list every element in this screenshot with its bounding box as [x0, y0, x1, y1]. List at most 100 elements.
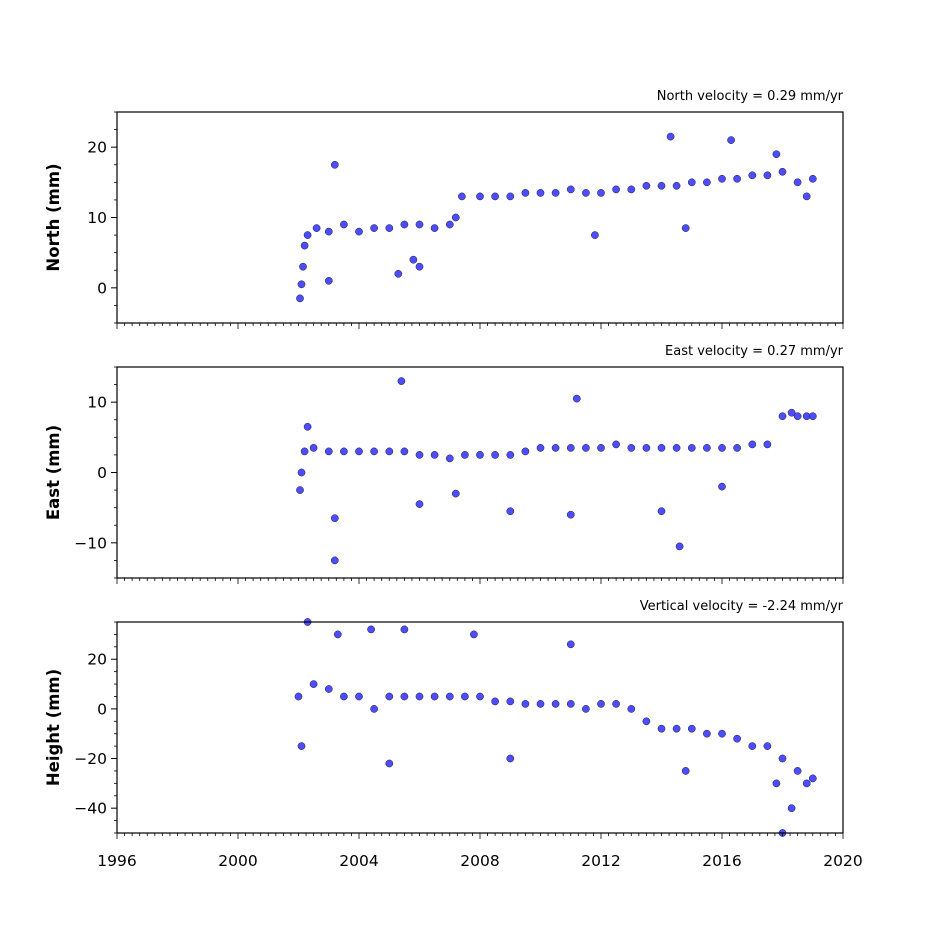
x-tick-label: 1996	[97, 852, 136, 870]
east-data-point	[566, 444, 575, 452]
height-data-point	[763, 742, 772, 750]
north-data-point	[521, 189, 530, 197]
north-data-point	[409, 255, 418, 264]
height-data-point	[294, 692, 303, 701]
height-data-point	[521, 700, 530, 708]
east-data-point	[445, 454, 454, 463]
east-data-point	[355, 447, 363, 456]
east-data-point	[506, 507, 515, 516]
east-data-point	[330, 556, 339, 565]
height-data-point	[309, 680, 318, 688]
height-data-point	[657, 724, 666, 733]
height-y-tick-label: −40	[74, 800, 107, 818]
height-data-point	[491, 697, 499, 706]
height-data-point	[333, 630, 342, 639]
east-data-point	[718, 444, 726, 452]
north-data-point	[415, 220, 424, 229]
height-data-point	[324, 685, 333, 693]
height-data-point	[340, 692, 348, 701]
height-data-point	[718, 729, 726, 738]
east-data-point	[415, 451, 424, 459]
north-data-point	[808, 174, 817, 183]
east-data-point	[340, 447, 348, 456]
east-data-point	[300, 447, 309, 456]
east-data-point	[808, 412, 817, 421]
height-data-point	[681, 767, 690, 775]
x-tick-label: 2020	[823, 852, 862, 870]
north-data-point	[445, 220, 454, 229]
height-data-point	[787, 804, 796, 813]
height-velocity-title: Vertical velocity = -2.24 mm/yr	[640, 599, 844, 614]
height-y-tick-label: 20	[87, 651, 107, 669]
east-data-point	[672, 444, 681, 452]
north-y-axis-label: North (mm)	[44, 163, 63, 271]
height-data-point	[355, 692, 363, 701]
east-data-point	[627, 444, 636, 452]
height-data-point	[551, 700, 560, 708]
height-y-tick-label: 0	[97, 700, 107, 718]
north-data-point	[778, 167, 787, 176]
height-data-point	[612, 700, 620, 708]
east-axes-frame	[116, 366, 844, 579]
height-data-point	[400, 625, 409, 634]
north-data-point	[297, 280, 306, 289]
north-data-point	[458, 192, 466, 201]
height-data-point	[297, 742, 306, 750]
north-data-point	[312, 224, 321, 232]
east-data-point	[675, 542, 684, 551]
north-data-point	[330, 160, 339, 169]
east-data-point	[793, 412, 802, 421]
north-data-point	[763, 171, 772, 180]
north-data-point	[430, 224, 439, 232]
north-data-point	[597, 189, 605, 197]
north-data-point	[536, 189, 545, 197]
height-data-point	[415, 692, 424, 701]
height-data-point	[672, 724, 681, 733]
north-data-point	[355, 227, 363, 236]
x-tick-label: 2016	[702, 852, 741, 870]
height-data-point	[536, 700, 545, 708]
east-data-point	[330, 514, 339, 523]
north-data-point	[299, 262, 307, 271]
height-data-point	[367, 625, 375, 634]
east-y-tick-label: 10	[87, 394, 107, 412]
east-data-point	[703, 444, 711, 452]
east-panel: −10 0 10 East velocity = 0.27 mm/yr East (mm…	[44, 344, 844, 584]
height-data-point	[808, 774, 817, 783]
east-data-point	[297, 468, 306, 477]
north-data-point	[612, 185, 620, 194]
east-data-point	[370, 447, 378, 456]
height-data-point	[582, 705, 590, 713]
east-data-point	[296, 486, 304, 494]
east-data-point	[733, 444, 741, 452]
east-data-point	[415, 500, 424, 508]
east-data-point	[687, 444, 696, 452]
east-data-point	[303, 422, 312, 431]
north-data-point	[300, 241, 309, 250]
east-data-point	[430, 451, 439, 459]
north-data-point	[296, 294, 304, 303]
east-data-point	[612, 440, 620, 449]
x-tick-label: 2008	[460, 852, 499, 870]
height-data-point	[566, 700, 575, 708]
north-data-point	[802, 192, 811, 201]
height-data-point	[385, 759, 394, 768]
north-data-point	[385, 224, 394, 232]
north-data-point	[772, 150, 781, 159]
north-data-point	[666, 132, 675, 141]
east-data-point	[461, 451, 469, 459]
east-y-tick-label: 0	[97, 464, 107, 482]
north-data-point	[727, 136, 735, 144]
north-y-tick-label: 10	[87, 209, 107, 227]
east-data-point	[324, 447, 333, 456]
height-data-point	[400, 692, 409, 701]
height-data-point	[703, 729, 711, 738]
east-data-point	[572, 394, 581, 403]
east-data-point	[642, 444, 651, 452]
north-data-point	[491, 192, 499, 201]
height-panel: −40 −20 0 20 1996 2000 2004 2008 2012 2016 2020 Ver…	[44, 599, 863, 870]
north-y-tick-label: 20	[87, 139, 107, 157]
east-data-point	[657, 444, 666, 452]
north-data-point	[582, 189, 590, 197]
